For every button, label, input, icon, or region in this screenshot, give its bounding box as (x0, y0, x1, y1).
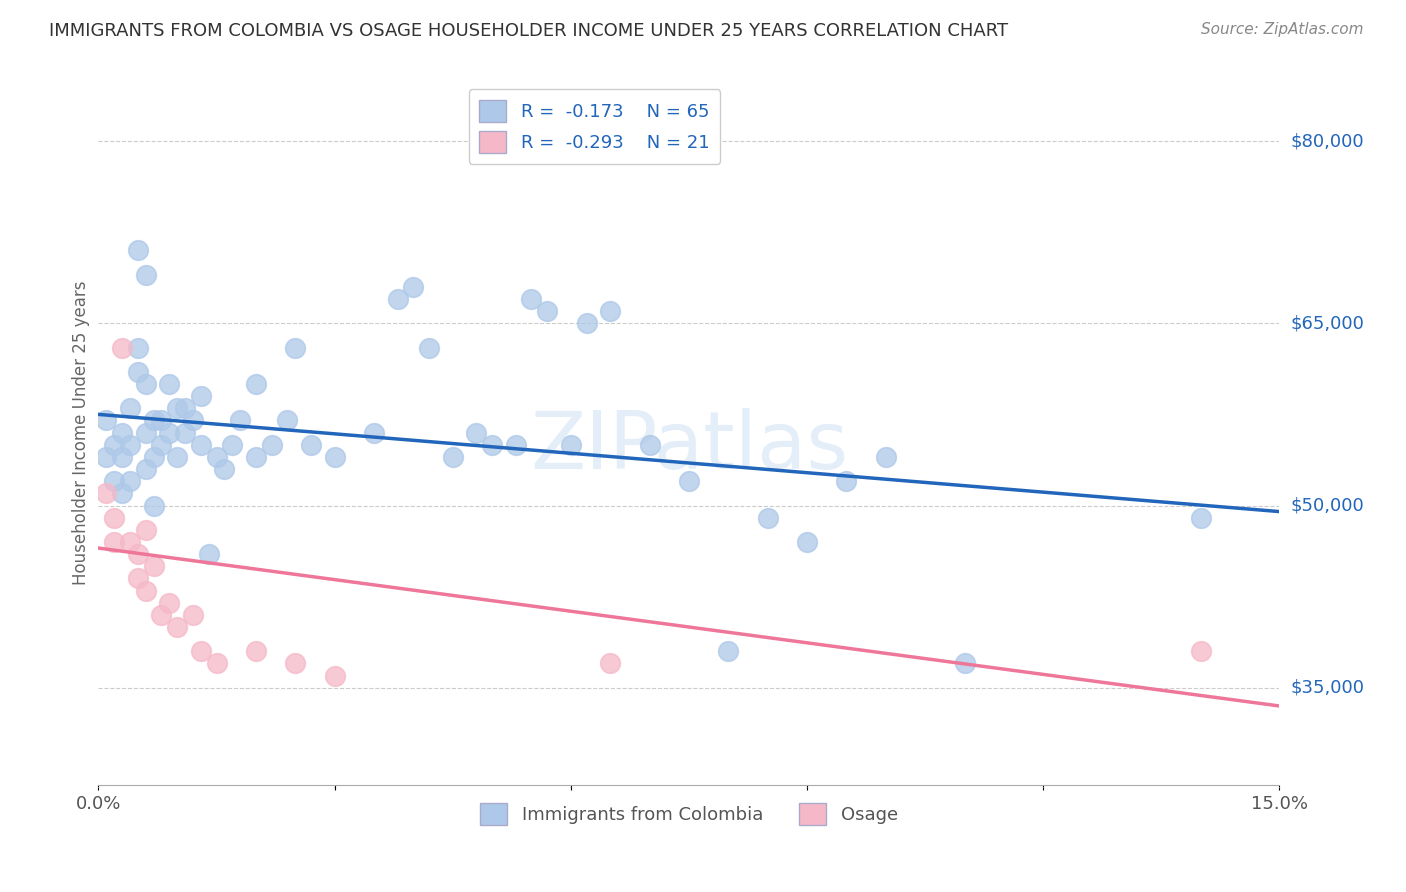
Point (284, 657, 307, 671)
Point (181, 413, 204, 427)
Point (323, 450, 346, 464)
Point (150, 438, 173, 452)
Point (174, 401, 197, 416)
Point (481, 438, 503, 452)
Point (190, 438, 212, 452)
Point (103, 510, 125, 524)
Point (166, 401, 188, 416)
Point (142, 559, 165, 574)
Point (150, 413, 173, 427)
Text: $65,000: $65,000 (1291, 314, 1364, 333)
Point (284, 341, 307, 355)
Y-axis label: Householder Income Under 25 years: Householder Income Under 25 years (72, 280, 90, 585)
Point (135, 523, 157, 537)
Point (135, 583, 157, 598)
Point (174, 425, 197, 440)
Point (135, 462, 157, 476)
Legend: Immigrants from Colombia, Osage: Immigrants from Colombia, Osage (472, 796, 905, 832)
Point (157, 425, 180, 440)
Point (214, 462, 236, 476)
Point (221, 438, 243, 452)
Point (229, 413, 252, 427)
Point (111, 425, 134, 440)
Point (111, 341, 134, 355)
Point (96, 413, 118, 427)
Point (127, 571, 149, 585)
Text: ZIPatlas: ZIPatlas (530, 408, 848, 486)
Point (157, 377, 180, 392)
Point (96, 486, 118, 500)
Point (717, 644, 740, 658)
Point (118, 474, 141, 488)
Point (127, 365, 149, 379)
Point (111, 450, 134, 464)
Point (205, 450, 228, 464)
Point (638, 438, 661, 452)
Point (181, 607, 204, 622)
Point (418, 341, 440, 355)
Point (260, 438, 283, 452)
Point (157, 596, 180, 610)
Point (505, 438, 527, 452)
Point (953, 657, 976, 671)
Point (875, 450, 897, 464)
Point (363, 425, 385, 440)
Point (276, 413, 298, 427)
Point (520, 292, 543, 306)
Point (441, 450, 464, 464)
Point (127, 341, 149, 355)
Point (135, 425, 157, 440)
Point (111, 486, 134, 500)
Point (127, 244, 149, 258)
Point (1189, 644, 1212, 658)
Text: $50,000: $50,000 (1291, 497, 1364, 515)
Point (197, 547, 219, 561)
Point (142, 499, 165, 513)
Point (245, 450, 267, 464)
Text: $80,000: $80,000 (1291, 132, 1364, 150)
Point (599, 657, 621, 671)
Point (103, 474, 125, 488)
Point (835, 474, 858, 488)
Point (96, 450, 118, 464)
Point (323, 668, 346, 682)
Point (190, 389, 212, 403)
Point (299, 438, 322, 452)
Point (118, 535, 141, 549)
Point (402, 280, 425, 294)
Point (127, 547, 149, 561)
Point (135, 377, 157, 392)
Point (560, 438, 582, 452)
Point (678, 474, 700, 488)
Point (599, 304, 621, 318)
Point (103, 438, 125, 452)
Point (245, 644, 267, 658)
Point (387, 292, 409, 306)
Point (118, 438, 141, 452)
Point (142, 450, 165, 464)
Point (796, 535, 818, 549)
Point (575, 316, 598, 330)
Text: IMMIGRANTS FROM COLOMBIA VS OSAGE HOUSEHOLDER INCOME UNDER 25 YEARS CORRELATION : IMMIGRANTS FROM COLOMBIA VS OSAGE HOUSEH… (49, 22, 1008, 40)
Point (142, 413, 165, 427)
Point (166, 620, 188, 634)
Point (1189, 510, 1212, 524)
Text: $35,000: $35,000 (1291, 679, 1365, 697)
Point (150, 607, 173, 622)
Point (103, 535, 125, 549)
Point (465, 425, 488, 440)
Point (135, 268, 157, 282)
Point (756, 510, 779, 524)
Point (205, 657, 228, 671)
Point (190, 644, 212, 658)
Point (118, 401, 141, 416)
Point (536, 304, 558, 318)
Text: Source: ZipAtlas.com: Source: ZipAtlas.com (1201, 22, 1364, 37)
Point (166, 450, 188, 464)
Point (245, 377, 267, 392)
